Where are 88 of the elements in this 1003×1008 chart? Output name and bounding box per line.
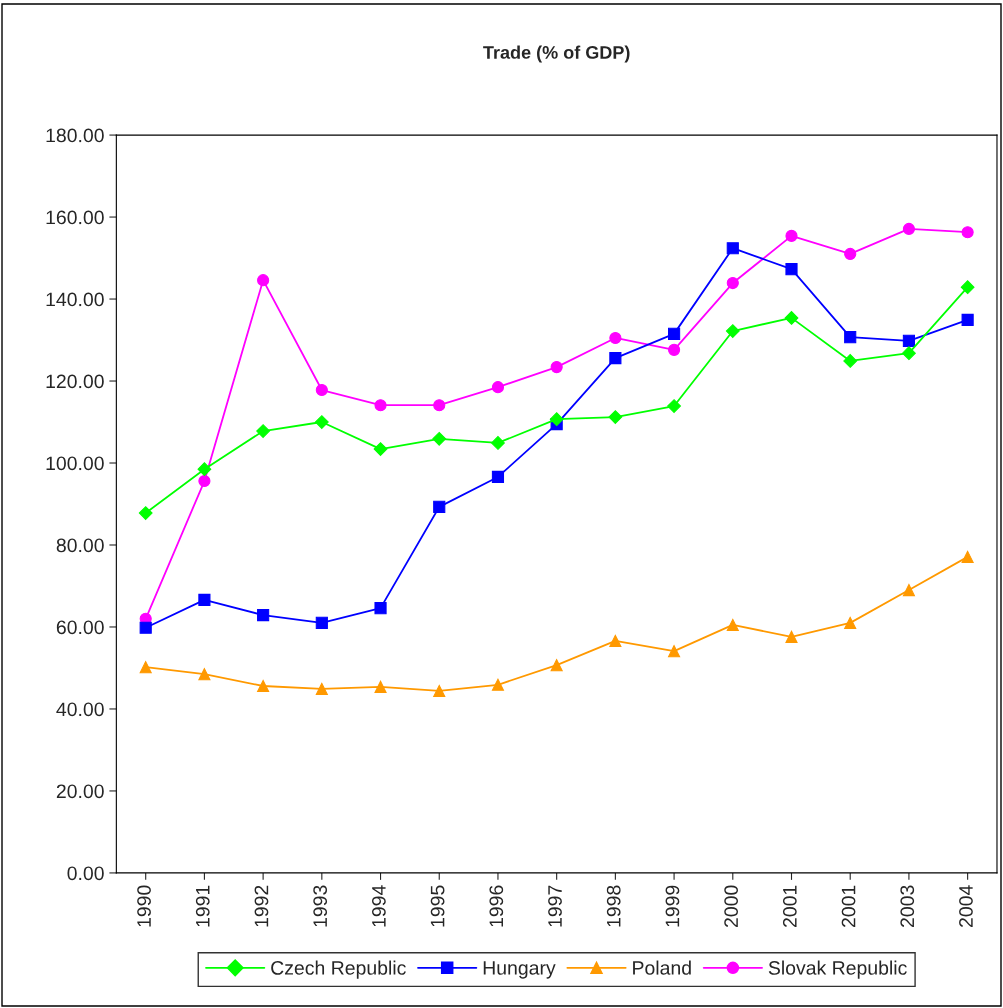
point <box>902 584 915 597</box>
x-tick-label: 1997 <box>548 885 562 927</box>
point <box>433 500 446 513</box>
point <box>785 229 798 242</box>
point <box>725 324 740 338</box>
point <box>256 424 271 438</box>
point <box>668 645 681 658</box>
point <box>198 668 211 681</box>
point <box>726 242 739 255</box>
x-tick-label: 1999 <box>665 885 680 927</box>
point <box>609 634 622 647</box>
point <box>314 415 329 429</box>
point <box>902 222 915 236</box>
point <box>667 399 681 413</box>
y-tick-label: 20.00 <box>56 784 104 799</box>
point <box>961 313 974 327</box>
legend-label: Poland <box>633 960 691 975</box>
point <box>844 331 857 344</box>
point <box>432 431 447 446</box>
point <box>138 506 153 520</box>
point <box>374 602 387 615</box>
point <box>491 678 505 691</box>
x-tick-label: 2001 <box>782 885 797 928</box>
point <box>961 226 974 239</box>
point <box>609 351 622 365</box>
point <box>843 354 858 368</box>
y-tick-label: 140.00 <box>46 292 104 307</box>
point <box>433 684 446 697</box>
point <box>315 682 328 695</box>
point <box>257 609 270 622</box>
point <box>726 276 739 290</box>
point <box>315 616 328 629</box>
y-tick-label: 60.00 <box>56 620 104 635</box>
point <box>139 661 152 674</box>
y-tick-label: 180.00 <box>46 128 104 143</box>
x-tick-label: 2004 <box>959 885 973 928</box>
point <box>373 442 388 456</box>
x-tick-label: 1990 <box>137 885 151 927</box>
y-tick-label: 0.00 <box>67 866 104 881</box>
point <box>257 679 270 693</box>
point <box>668 343 681 356</box>
point <box>550 659 563 672</box>
x-tick-label: 1995 <box>430 885 445 927</box>
point <box>491 381 505 394</box>
point <box>609 331 622 345</box>
point <box>549 412 564 427</box>
point <box>785 630 798 643</box>
point <box>785 263 798 276</box>
chart-title: Trade (% of GDP) <box>483 45 630 63</box>
y-tick-label: 80.00 <box>56 538 104 553</box>
y-tick-label: 120.00 <box>46 374 104 389</box>
point <box>960 280 975 295</box>
point <box>257 274 270 287</box>
point <box>198 593 211 606</box>
point <box>433 399 446 412</box>
x-tick-label: 1992 <box>254 885 269 927</box>
x-tick-label: 1998 <box>606 885 621 927</box>
point <box>784 310 799 325</box>
y-tick-label: 40.00 <box>56 702 104 717</box>
point <box>902 334 915 347</box>
point <box>726 618 739 631</box>
x-tick-label: 2003 <box>900 885 915 928</box>
point <box>902 346 916 361</box>
point <box>608 410 623 424</box>
x-tick-label: 1991 <box>195 885 210 927</box>
point <box>374 399 387 412</box>
point <box>491 470 505 484</box>
y-tick-label: 100.00 <box>46 456 104 471</box>
x-tick-label: 1993 <box>313 885 328 927</box>
y-tick-label: 160.00 <box>46 210 104 225</box>
point <box>315 383 328 397</box>
x-tick-label: 1994 <box>371 885 386 927</box>
legend-label: Slovak Republic <box>768 960 907 979</box>
legend-label: Hungary <box>483 961 556 979</box>
legend-label: Czech Republic <box>271 960 406 979</box>
x-tick-label: 2001 <box>841 885 856 928</box>
point <box>961 550 974 563</box>
point <box>668 327 681 340</box>
x-tick-label: 1996 <box>489 885 504 927</box>
point <box>550 361 563 374</box>
x-tick-label: 2000 <box>724 885 739 928</box>
point <box>374 680 387 693</box>
point <box>491 436 505 450</box>
point <box>844 616 857 629</box>
point <box>197 462 212 477</box>
point <box>139 621 152 634</box>
point <box>198 474 211 488</box>
point <box>844 247 857 261</box>
